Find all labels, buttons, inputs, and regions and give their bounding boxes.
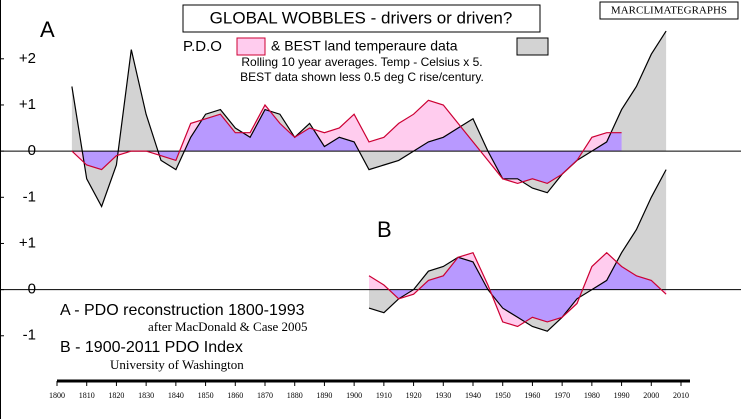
- x-tick-label: 1900: [346, 391, 362, 400]
- y-tick-label: 0: [28, 281, 36, 298]
- x-tick-label: 1890: [316, 391, 332, 400]
- title-box: [182, 4, 541, 33]
- y-tick-label: +2: [19, 50, 36, 67]
- panel-label: B: [377, 217, 392, 242]
- legend-label: P.D.O: [183, 38, 222, 55]
- x-tick-label: 1850: [198, 391, 214, 400]
- x-tick-label: 1800: [49, 391, 65, 400]
- x-tick-label: 1860: [227, 391, 243, 400]
- line: [368, 251, 667, 328]
- subtitle: BEST data shown less 0.5 deg C rise/cent…: [240, 70, 484, 84]
- subtitle: Rolling 10 year averages. Temp - Celsius…: [241, 55, 482, 69]
- legend-swatch: [516, 37, 549, 56]
- x-tick-label: 1820: [108, 391, 124, 400]
- x-tick-label: 1910: [376, 391, 392, 400]
- x-tick-label: 1980: [584, 391, 600, 400]
- annotation: A - PDO reconstruction 1800-1993: [60, 302, 305, 319]
- x-tick-label: 1950: [495, 391, 511, 400]
- x-tick-label: 1930: [435, 391, 451, 400]
- y-tick-label: +1: [19, 96, 36, 113]
- x-tick-label: 1970: [554, 391, 570, 400]
- annotation: after MacDonald & Case 2005: [148, 319, 308, 334]
- line: [71, 99, 622, 185]
- plot-area: [0, 30, 741, 386]
- x-tick-label: 1920: [406, 391, 422, 400]
- legend-label: & BEST land temperaure data: [271, 38, 458, 54]
- x-tick-label: 2000: [643, 391, 659, 400]
- y-tick-label: 0: [28, 142, 36, 159]
- legend-swatch: [236, 37, 266, 56]
- panel-label: A: [40, 17, 55, 42]
- x-tick-label: 1810: [79, 391, 95, 400]
- x-tick-label: 1870: [257, 391, 273, 400]
- x-tick-label: 1880: [287, 391, 303, 400]
- x-tick-label: 1840: [168, 391, 184, 400]
- source: MARCLIMATEGRAPHS: [611, 5, 727, 17]
- x-tick-label: 1830: [138, 391, 154, 400]
- chart-title: GLOBAL WOBBLES - drivers or driven?: [210, 8, 513, 27]
- overlap-area: [71, 100, 622, 184]
- x-tick-label: 1990: [614, 391, 630, 400]
- y-tick-label: -1: [23, 327, 36, 344]
- x-tick-label: 1940: [465, 391, 481, 400]
- y-tick-label: +1: [19, 234, 36, 251]
- y-tick-label: -1: [23, 188, 36, 205]
- annotation: B - 1900-2011 PDO Index: [60, 339, 243, 356]
- x-tick-label: 2010: [673, 391, 689, 400]
- annotation: University of Washington: [110, 357, 244, 372]
- x-tick-label: 1960: [524, 391, 540, 400]
- source-box: [599, 1, 739, 20]
